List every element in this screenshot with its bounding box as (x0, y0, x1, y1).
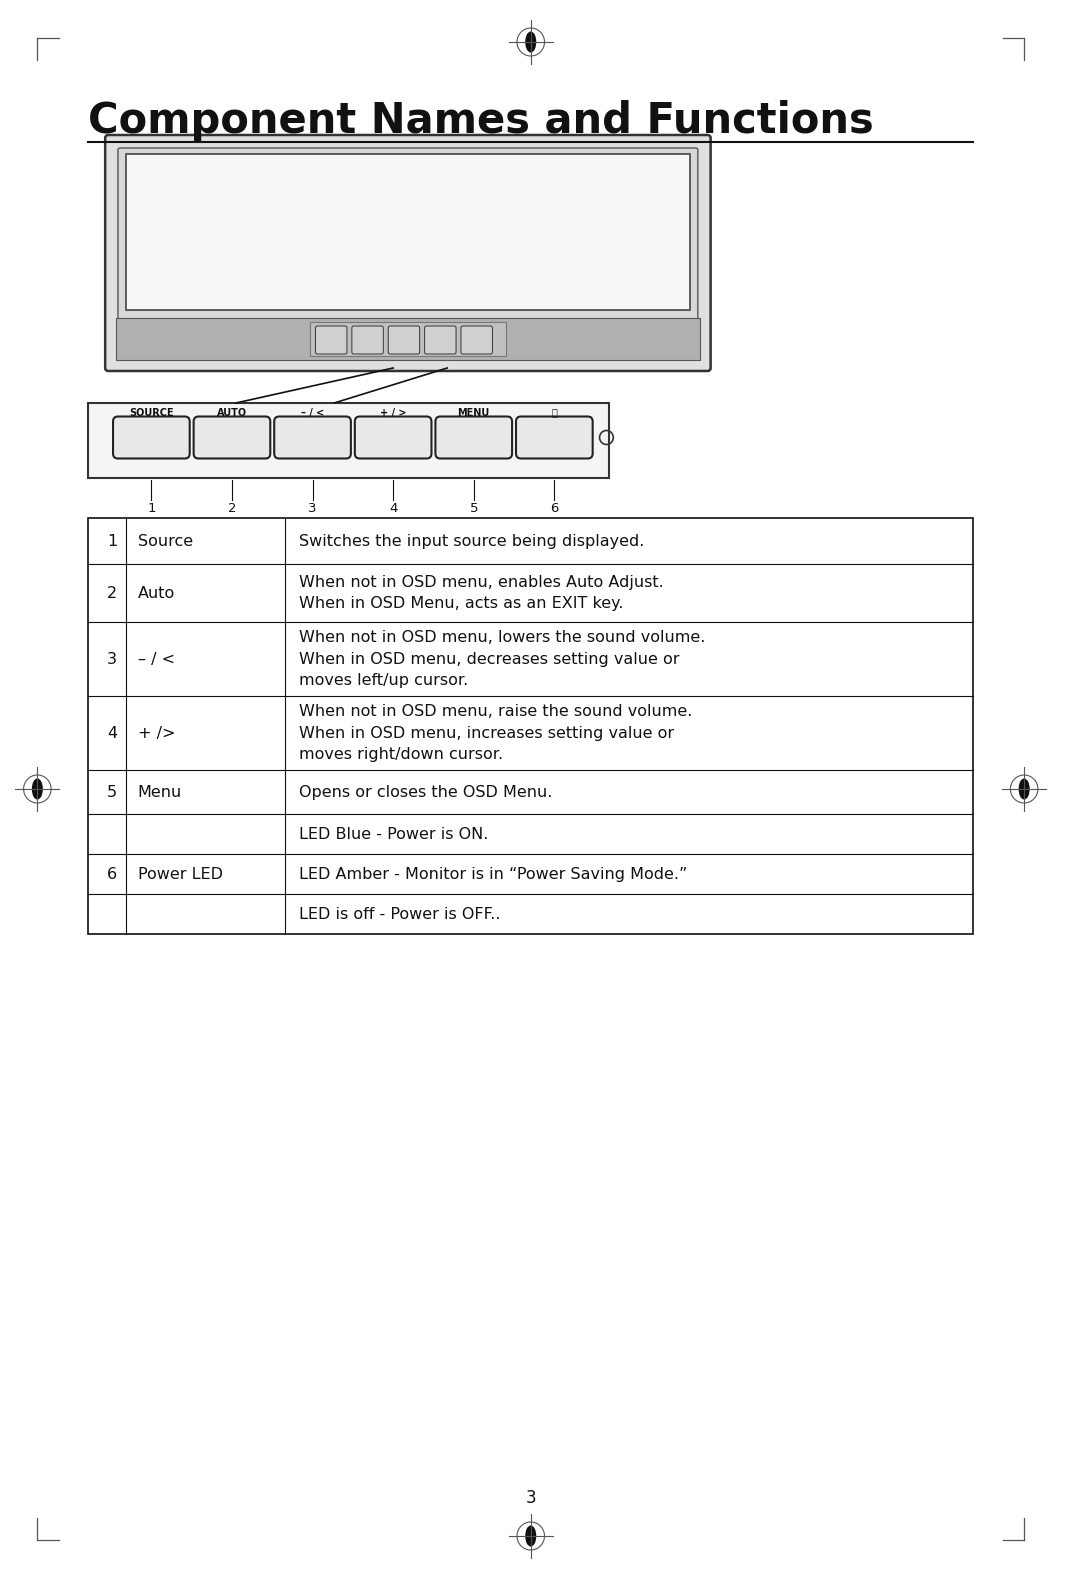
Text: 4: 4 (389, 502, 397, 514)
Text: LED is off - Power is OFF..: LED is off - Power is OFF.. (299, 906, 500, 922)
FancyBboxPatch shape (105, 136, 711, 371)
Text: 6: 6 (550, 502, 558, 514)
Bar (125, 155, 690, 309)
Bar (310, 322, 507, 357)
Text: 6: 6 (107, 866, 117, 882)
Text: 2: 2 (228, 502, 237, 514)
Text: When not in OSD menu, enables Auto Adjust.
When in OSD Menu, acts as an EXIT key: When not in OSD menu, enables Auto Adjus… (299, 574, 663, 611)
Text: Opens or closes the OSD Menu.: Opens or closes the OSD Menu. (299, 784, 552, 800)
Text: 5: 5 (107, 784, 117, 800)
Text: 3: 3 (308, 502, 316, 514)
Text: + />: + /> (137, 726, 175, 740)
Text: 1: 1 (147, 502, 156, 514)
FancyBboxPatch shape (424, 327, 456, 353)
Text: 5: 5 (470, 502, 478, 514)
FancyBboxPatch shape (118, 148, 698, 358)
FancyBboxPatch shape (435, 417, 512, 459)
Text: 1: 1 (107, 533, 117, 549)
Text: 4: 4 (107, 726, 117, 740)
Ellipse shape (526, 32, 536, 52)
Ellipse shape (526, 1526, 536, 1546)
Text: 3: 3 (526, 1490, 536, 1507)
Text: When not in OSD menu, raise the sound volume.
When in OSD menu, increases settin: When not in OSD menu, raise the sound vo… (299, 704, 692, 762)
Text: Component Names and Functions: Component Names and Functions (89, 99, 874, 142)
FancyBboxPatch shape (516, 417, 593, 459)
Text: LED Blue - Power is ON.: LED Blue - Power is ON. (299, 827, 488, 841)
FancyBboxPatch shape (274, 417, 351, 459)
FancyBboxPatch shape (352, 327, 383, 353)
Text: LED Amber - Monitor is in “Power Saving Mode.”: LED Amber - Monitor is in “Power Saving … (299, 866, 687, 882)
Ellipse shape (32, 780, 42, 798)
Text: ⏻: ⏻ (552, 407, 557, 418)
FancyBboxPatch shape (193, 417, 270, 459)
Text: Power LED: Power LED (137, 866, 222, 882)
Text: 3: 3 (107, 652, 117, 666)
FancyBboxPatch shape (461, 327, 492, 353)
Text: Source: Source (137, 533, 192, 549)
Ellipse shape (1020, 780, 1029, 798)
Text: Menu: Menu (137, 784, 181, 800)
Bar (89, 518, 973, 934)
Text: 2: 2 (107, 585, 117, 601)
Text: AUTO: AUTO (217, 407, 247, 418)
FancyBboxPatch shape (315, 327, 347, 353)
Text: Auto: Auto (137, 585, 175, 601)
Text: + / >: + / > (380, 407, 406, 418)
FancyBboxPatch shape (355, 417, 432, 459)
Bar (89, 402, 609, 478)
FancyBboxPatch shape (113, 417, 190, 459)
Bar (116, 319, 700, 360)
Text: – / <: – / < (301, 407, 324, 418)
Text: – / <: – / < (137, 652, 175, 666)
Text: MENU: MENU (458, 407, 490, 418)
Text: Switches the input source being displayed.: Switches the input source being displaye… (299, 533, 644, 549)
Text: When not in OSD menu, lowers the sound volume.
When in OSD menu, decreases setti: When not in OSD menu, lowers the sound v… (299, 630, 705, 688)
Text: SOURCE: SOURCE (129, 407, 174, 418)
FancyBboxPatch shape (388, 327, 420, 353)
